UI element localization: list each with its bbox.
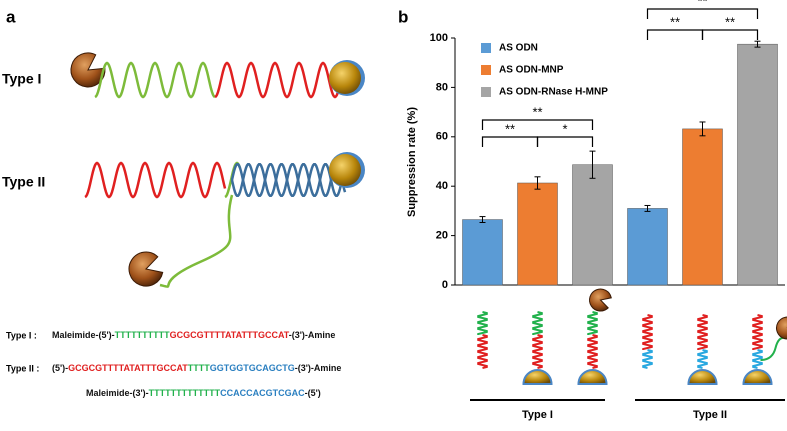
x-tick-label: Type I (522, 409, 553, 421)
significance-bracket (703, 30, 758, 40)
dna-strand (533, 312, 542, 335)
legend-swatch (481, 43, 491, 53)
significance-label: ** (505, 121, 515, 136)
x-tick-label: Type II (693, 409, 727, 421)
sequence-part: -(3')-Amine (289, 330, 336, 340)
sequence-part: Maleimide-(3')- (86, 388, 149, 398)
legend-label: AS ODN-RNase H-MNP (499, 87, 608, 98)
dna-strand (95, 63, 215, 97)
significance-bracket (648, 9, 758, 19)
sequence-part: TTTTTTTTTT (115, 330, 170, 340)
significance-bracket (648, 30, 703, 40)
legend-label: AS ODN-MNP (499, 65, 564, 76)
y-tick-label: 20 (436, 230, 448, 242)
dna-strand (160, 195, 232, 287)
sequence-part: (5')- (52, 363, 68, 373)
significance-bracket (483, 120, 593, 130)
bar (518, 183, 558, 285)
significance-label: * (562, 121, 567, 136)
dna-strand (215, 63, 340, 97)
sequence-name: Type I : (6, 330, 37, 340)
magnetic-nanoparticle (329, 62, 361, 94)
dna-strand (588, 312, 597, 335)
dna-strand (85, 163, 225, 197)
significance-bracket (483, 137, 538, 147)
sequence: Maleimide-(3')-TTTTTTTTTTTTTCCACCACGTCGA… (86, 388, 321, 398)
dna-strand (761, 338, 786, 360)
panel-label: b (398, 7, 408, 26)
bar (463, 220, 503, 285)
sequence: Maleimide-(5')-TTTTTTTTTTGCGCGTTTTATATTT… (52, 330, 335, 340)
type-label: Type II (2, 174, 45, 190)
magnetic-nanoparticle (579, 370, 607, 384)
sequence-name: Type II : (6, 363, 39, 373)
legend-swatch (481, 65, 491, 75)
dna-strand (533, 335, 542, 368)
magnetic-nanoparticle (689, 370, 717, 384)
rnase-h (777, 317, 787, 339)
bar (738, 44, 778, 285)
magnetic-nanoparticle (329, 154, 361, 186)
y-tick-label: 60 (436, 131, 448, 143)
sequence-part: TTTT (188, 363, 210, 373)
rnase-h (590, 289, 612, 311)
significance-label: ** (532, 104, 542, 119)
y-tick-label: 100 (430, 32, 448, 44)
significance-label: ** (670, 14, 680, 29)
dna-strand (698, 350, 707, 368)
y-tick-label: 0 (442, 279, 448, 291)
magnetic-nanoparticle (524, 370, 552, 384)
dna-strand (643, 350, 652, 368)
sequence: (5')-GCGCGTTTTATATTTGCCATTTTTGGTGGTGCAGC… (52, 363, 341, 373)
significance-label: ** (725, 14, 735, 29)
panel-label: a (6, 7, 16, 26)
y-axis-label: Suppression rate (%) (406, 107, 418, 217)
dna-strand (588, 335, 597, 368)
sequence-part: -(3')-Amine (295, 363, 342, 373)
dna-strand (643, 315, 652, 350)
type-label: Type I (2, 71, 41, 87)
y-tick-label: 40 (436, 180, 448, 192)
dna-strand (478, 335, 487, 368)
significance-label: ** (697, 0, 707, 8)
legend-label: AS ODN (499, 43, 538, 54)
bar (573, 165, 613, 285)
sequence-part: Maleimide-(5')- (52, 330, 115, 340)
rnase-h (129, 252, 163, 286)
bar (683, 129, 723, 285)
significance-bracket (538, 137, 593, 147)
dna-strand (698, 315, 707, 350)
legend-swatch (481, 87, 491, 97)
sequence-part: GCGCGTTTTATATTTGCCAT (170, 330, 290, 340)
sequence-part: GGTGGTGCAGCTG (210, 363, 295, 373)
sequence-part: CCACCACGTCGAC (220, 388, 305, 398)
sequence-part: GCGCGTTTTATATTTGCCAT (68, 363, 188, 373)
sequence-part: TTTTTTTTTTTTT (149, 388, 221, 398)
dna-strand (478, 312, 487, 335)
dna-strand (753, 315, 762, 350)
y-tick-label: 80 (436, 81, 448, 93)
sequence-part: -(5') (305, 388, 321, 398)
magnetic-nanoparticle (744, 370, 772, 384)
bar (628, 208, 668, 285)
